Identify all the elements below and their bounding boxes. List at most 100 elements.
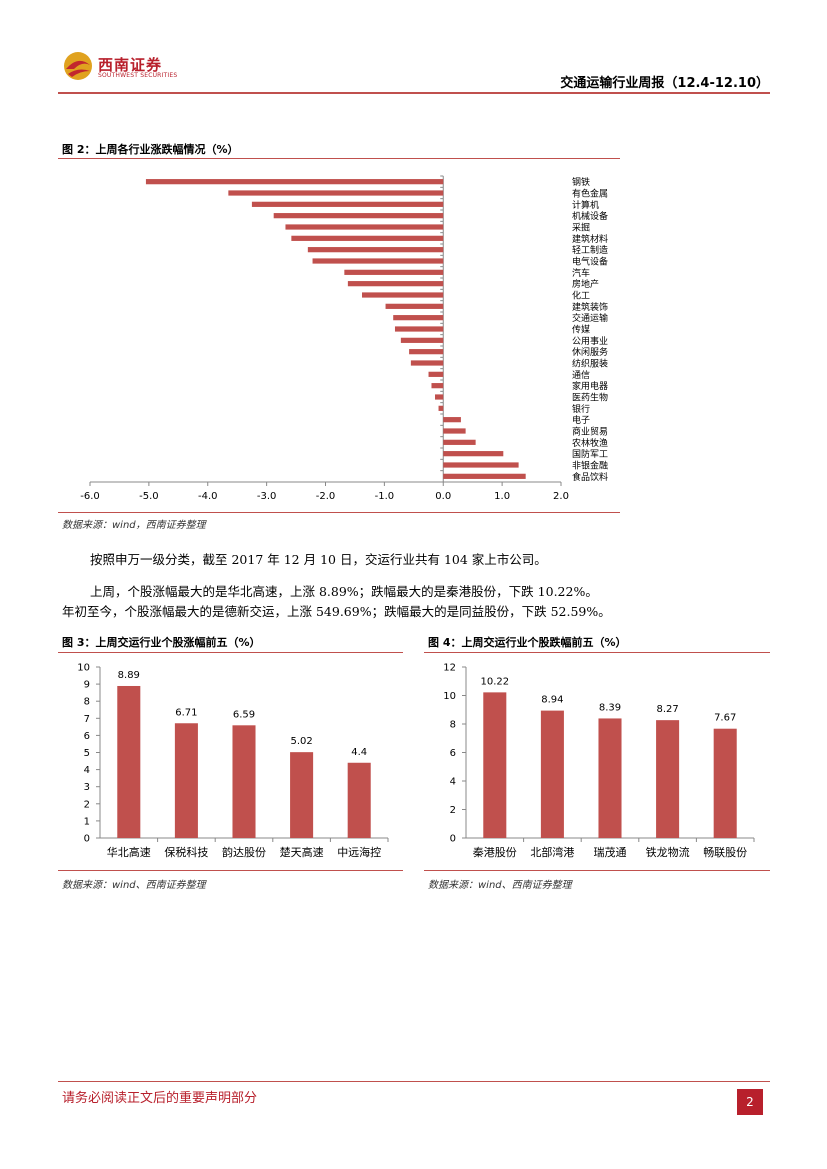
industry-label: 休闲服务 [572,346,608,358]
stock-bar [656,720,680,838]
industry-label: 食品饮料 [572,471,608,483]
industry-bar [443,439,476,445]
stock-bar [713,728,737,838]
paragraph-weekly-movers: 上周，个股涨幅最大的是华北高速，上涨 8.89%；跌幅最大的是秦港股份，下跌 1… [90,584,598,599]
x-tick-label: -5.0 [139,491,159,502]
industry-label: 有色金属 [572,188,608,200]
y-tick-label: 2 [450,805,456,816]
bar-value-label: 4.4 [351,747,367,758]
y-tick-label: 0 [450,834,456,845]
y-tick-label: 12 [443,663,456,674]
y-tick-label: 10 [77,663,90,674]
industry-label: 公用事业 [572,335,608,347]
figure-2-source: 数据来源：wind，西南证券整理 [62,520,206,531]
bar-value-label: 8.39 [599,702,621,713]
figure-2-top-rule [58,158,620,159]
industry-bar [393,315,444,321]
industry-label: 交通运输 [572,312,608,324]
industry-label: 家用电器 [572,380,608,392]
y-tick-label: 4 [450,777,456,788]
figure-4-bottom-rule [424,870,770,871]
y-tick-label: 6 [84,731,90,742]
industry-bar [443,451,504,457]
logo [64,52,92,80]
industry-label: 电子 [572,414,590,426]
y-tick-label: 3 [84,782,90,793]
x-tick-label: -1.0 [375,491,395,502]
x-category-label: 铁龙物流 [646,845,690,859]
industry-label: 采掘 [572,222,590,234]
x-category-label: 中远海控 [337,845,381,859]
industry-bar [400,337,444,343]
x-category-label: 华北高速 [107,845,151,859]
x-category-label: 畅联股份 [703,845,747,859]
top-losers-chart: 0 2 4 6 8 10 12 10.22 秦港股份 8.94 北部湾港 8.39 瑞茂通 8.27 铁龙物… [443,663,755,859]
header-divider [58,92,770,94]
x-tick-label: 1.0 [494,491,510,502]
y-tick-label: 1 [84,816,90,827]
industry-bar [431,383,444,389]
x-tick-label: 2.0 [553,491,569,502]
stock-bar [483,692,507,838]
industry-bar [251,201,444,207]
stock-bar [290,752,314,838]
industry-bar [312,258,444,264]
industry-label: 房地产 [572,278,599,290]
industry-bar [443,428,466,434]
bar-value-label: 10.22 [480,676,509,687]
bar-value-label: 8.27 [656,704,678,715]
industry-bar [428,371,444,377]
bar-value-label: 6.59 [233,709,255,720]
x-category-label: 瑞茂通 [594,845,627,859]
figure-4-source: 数据来源：wind、西南证券整理 [428,880,572,891]
bar-value-label: 8.94 [541,695,563,706]
bar-value-label: 6.71 [175,707,197,718]
y-tick-label: 4 [84,765,90,776]
industry-label: 通信 [572,369,590,381]
y-tick-label: 7 [84,714,90,725]
stock-bar [174,723,198,838]
industry-label: 建筑装饰 [572,301,608,313]
x-tick-label: -2.0 [316,491,336,502]
y-tick-label: 8 [84,697,90,708]
industry-bar [435,394,444,400]
industry-label: 商业贸易 [572,426,608,438]
industry-bar [385,303,444,309]
x-category-label: 楚天高速 [280,845,324,859]
industry-label: 化工 [572,290,590,302]
paragraph-company-count: 按照申万一级分类，截至 2017 年 12 月 10 日，交运行业共有 104 … [90,552,547,567]
x-tick-label: -3.0 [257,491,277,502]
industry-label: 非银金融 [572,460,608,472]
industry-label: 国防军工 [572,448,608,460]
industry-label: 轻工制造 [572,244,608,256]
report-title: 交通运输行业周报（12.4-12.10） [560,76,769,91]
stock-bar [117,685,141,838]
y-tick-label: 5 [84,748,90,759]
industry-label: 医药生物 [572,392,608,404]
stock-bar [598,718,622,838]
x-tick-label: 0.0 [435,491,451,502]
x-tick-label: -6.0 [80,491,100,502]
figure-3-bottom-rule [58,870,403,871]
x-category-label: 保税科技 [164,845,208,859]
figure-3-top-rule [58,652,403,653]
bar-value-label: 7.67 [714,713,736,724]
industry-label: 银行 [572,403,590,415]
industry-bar [438,405,444,411]
industry-bar [347,281,444,287]
industry-bar [145,179,444,185]
paragraph-ytd-movers: 年初至今，个股涨幅最大的是德新交运，上涨 549.69%；跌幅最大的是同益股份，… [62,604,611,619]
y-tick-label: 0 [84,834,90,845]
industry-label: 纺织服装 [572,358,608,370]
industry-label: 农林牧渔 [572,437,608,449]
industry-bar [273,213,444,219]
bar-value-label: 5.02 [290,736,312,747]
page-number: 2 [737,1089,763,1115]
figure-2-bottom-rule [58,512,620,513]
stock-bar [347,762,371,838]
industry-bar [307,247,444,253]
y-tick-label: 10 [443,691,456,702]
industry-label: 传媒 [572,324,590,336]
footer-divider [58,1081,770,1082]
x-tick-label: -4.0 [198,491,218,502]
